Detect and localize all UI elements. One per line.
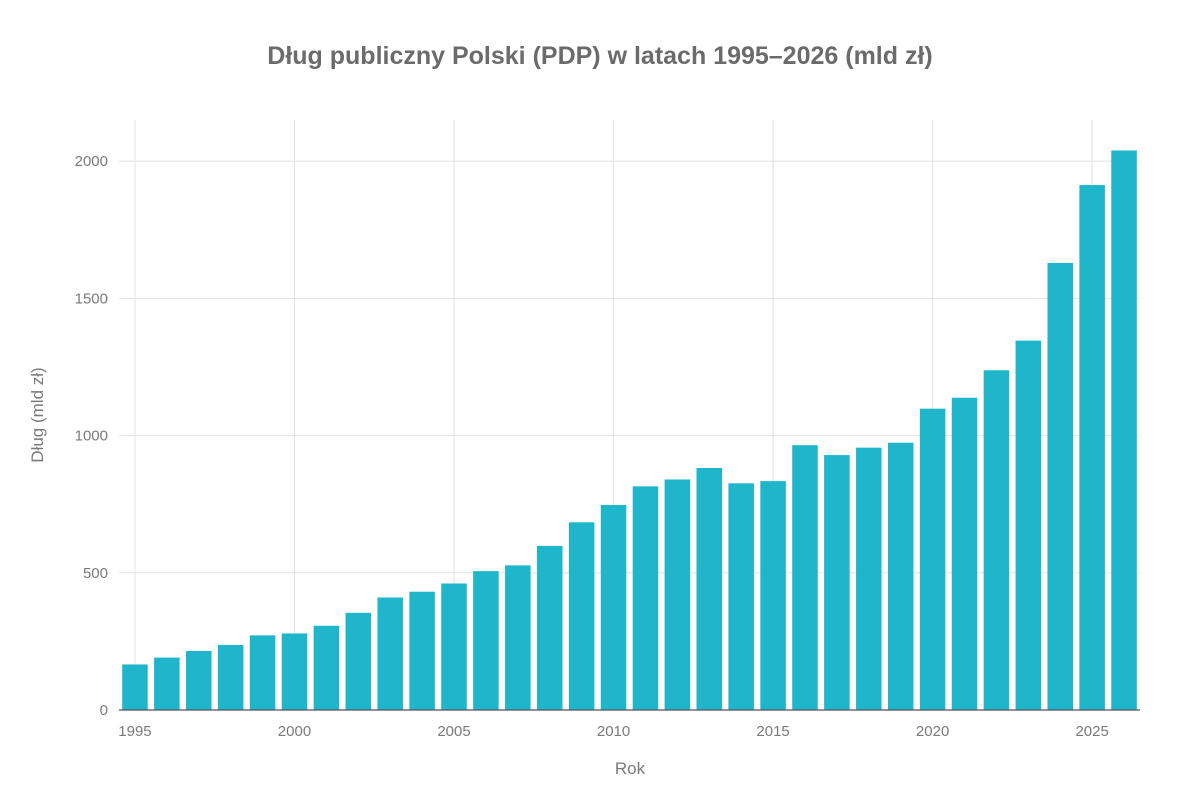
bar-2023 bbox=[1015, 340, 1042, 710]
bar-2016 bbox=[792, 445, 818, 710]
bar-2017 bbox=[824, 455, 850, 710]
bar-2011 bbox=[632, 486, 659, 710]
bar-2005 bbox=[441, 583, 467, 710]
y-tick-label: 1000 bbox=[75, 428, 108, 445]
x-axis-title: Rok bbox=[615, 759, 646, 778]
bar-2019 bbox=[887, 442, 914, 710]
bar-1995 bbox=[122, 664, 148, 710]
bar-2006 bbox=[473, 571, 499, 710]
x-tick-label: 2005 bbox=[437, 723, 470, 740]
bar-2008 bbox=[536, 545, 563, 710]
bar-2026 bbox=[1111, 150, 1137, 711]
bar-2013 bbox=[696, 467, 723, 710]
bar-2012 bbox=[664, 479, 691, 710]
bar-2000 bbox=[281, 633, 308, 710]
x-tick-label: 2025 bbox=[1075, 723, 1108, 740]
bar-2018 bbox=[856, 447, 882, 710]
bar-2002 bbox=[345, 612, 372, 710]
bar-2022 bbox=[983, 370, 1010, 710]
bar-2014 bbox=[728, 483, 754, 710]
bar-2010 bbox=[600, 505, 627, 710]
bar-2025 bbox=[1079, 185, 1105, 710]
x-tick-label: 2020 bbox=[916, 723, 949, 740]
x-tick-label: 2010 bbox=[597, 723, 630, 740]
x-tick-label: 2015 bbox=[756, 723, 789, 740]
bar-1997 bbox=[186, 651, 212, 710]
y-tick-label: 0 bbox=[100, 702, 108, 719]
bar-2009 bbox=[568, 522, 595, 710]
bar-2015 bbox=[760, 481, 786, 710]
chart-title: Dług publiczny Polski (PDP) w latach 199… bbox=[267, 42, 933, 70]
bar-2004 bbox=[409, 591, 435, 710]
bar-2020 bbox=[919, 408, 946, 710]
bar-2024 bbox=[1047, 262, 1073, 710]
y-tick-label: 500 bbox=[83, 565, 108, 582]
y-axis-title: Dług (mld zł) bbox=[28, 367, 47, 462]
bar-2001 bbox=[313, 625, 340, 710]
bar-layer bbox=[122, 150, 1137, 711]
bar-2021 bbox=[951, 397, 978, 710]
y-tick-label: 2000 bbox=[75, 153, 108, 170]
axis-layer: 0 500 1000 1500 2000 1995 2000 2005 2010 2015 2020… bbox=[75, 153, 1140, 740]
bar-2007 bbox=[505, 565, 531, 710]
x-tick-label: 2000 bbox=[278, 723, 311, 740]
bar-1998 bbox=[217, 644, 244, 710]
x-tick-label: 1995 bbox=[118, 723, 151, 740]
bar-2003 bbox=[377, 597, 403, 710]
bar-1999 bbox=[249, 635, 276, 710]
bar-1996 bbox=[154, 657, 180, 710]
y-tick-label: 1500 bbox=[75, 290, 108, 307]
